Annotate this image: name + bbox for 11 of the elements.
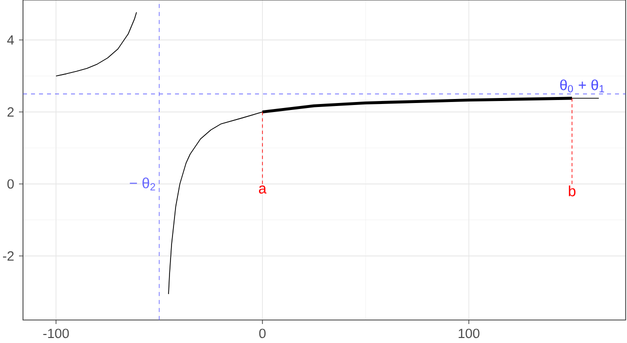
annotation: b [568,186,576,196]
y-tick-label: 2 [8,107,14,117]
ref-line-label: − θ$_{2}$ [130,178,156,190]
y-tick-label: 0 [7,179,14,189]
x-tick-label: 0 [259,328,266,338]
x-tick-label: 100 [458,328,480,338]
annotation: a [258,186,266,194]
x-tick-label: -100 [43,328,69,338]
y-tick-label: -2 [3,251,14,261]
ref-line-label: θ$_{0}$ + θ$_{1}$ [560,79,604,92]
y-tick-label: 4 [7,35,14,45]
